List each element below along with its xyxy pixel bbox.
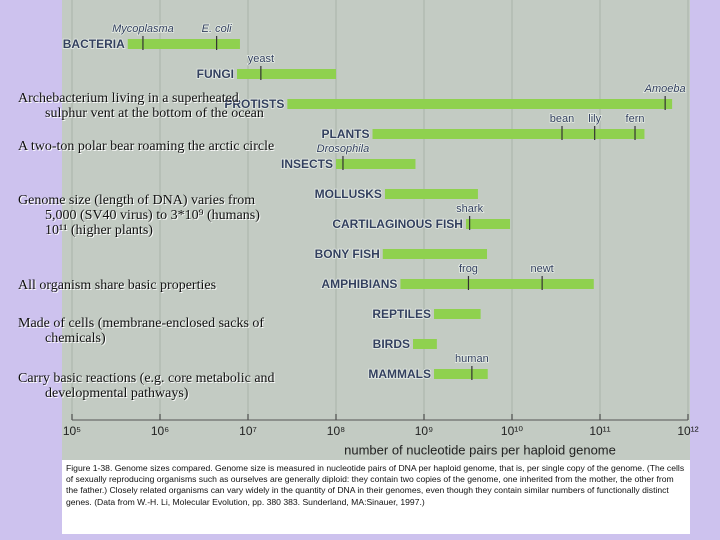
marker-label: fern <box>626 113 645 125</box>
x-tick-label: 10⁵ <box>63 424 81 438</box>
range-bar <box>413 339 437 349</box>
marker-label: bean <box>550 113 574 125</box>
marker-label: shark <box>456 203 483 215</box>
bullet: Archebacterium living in a superheated s… <box>18 91 264 121</box>
x-tick-label: 10¹² <box>677 424 698 438</box>
x-tick-label: 10⁸ <box>327 424 345 438</box>
marker-label: Amoeba <box>644 83 686 95</box>
range-bar <box>127 39 240 49</box>
x-tick-label: 10⁶ <box>151 424 169 438</box>
caption-panel <box>62 460 690 534</box>
marker-label: Drosophila <box>317 143 370 155</box>
range-bar <box>434 309 481 319</box>
marker-label: E. coli <box>202 23 233 35</box>
category-label: FUNGI <box>197 67 234 81</box>
marker-label: newt <box>531 263 554 275</box>
x-tick-label: 10¹¹ <box>589 424 610 438</box>
bullet: Made of cells (membrane-enclosed sacks o… <box>18 316 265 346</box>
marker-label: lily <box>588 113 601 125</box>
range-bar <box>287 99 673 109</box>
range-bar <box>382 249 488 259</box>
category-label: PLANTS <box>322 127 370 141</box>
category-label: CARTILAGINOUS FISH <box>332 217 463 231</box>
category-label: INSECTS <box>281 157 333 171</box>
category-label: MOLLUSKS <box>315 187 382 201</box>
range-bar <box>465 219 511 229</box>
category-label: AMPHIBIANS <box>321 277 397 291</box>
x-axis-label: number of nucleotide pairs per haploid g… <box>344 442 616 457</box>
marker-label: human <box>455 353 489 365</box>
caption: Figure 1-38. Genome sizes compared. Geno… <box>66 463 685 507</box>
category-label: BACTERIA <box>63 37 125 51</box>
range-bar <box>434 369 488 379</box>
marker-label: Mycoplasma <box>112 23 174 35</box>
bullet: Carry basic reactions (e.g. core metabol… <box>18 371 275 401</box>
marker-label: frog <box>459 263 478 275</box>
bullet: Genome size (length of DNA) varies from … <box>18 193 260 238</box>
x-tick-label: 10⁷ <box>239 424 257 438</box>
bullet: A two-ton polar bear roaming the arctic … <box>18 139 275 154</box>
marker-label: yeast <box>248 53 274 65</box>
category-label: BONY FISH <box>315 247 380 261</box>
x-tick-label: 10¹⁰ <box>501 424 523 438</box>
range-bar <box>237 69 336 79</box>
category-label: REPTILES <box>372 307 431 321</box>
category-label: MAMMALS <box>368 367 431 381</box>
x-tick-label: 10⁹ <box>415 424 434 438</box>
range-bar <box>384 189 478 199</box>
figure-panel <box>62 0 690 460</box>
range-bar <box>372 129 645 139</box>
range-bar <box>400 279 594 289</box>
bullet: All organism share basic properties <box>18 278 217 293</box>
range-bar <box>336 159 416 169</box>
category-label: BIRDS <box>373 337 410 351</box>
category-label: PROTISTS <box>224 97 284 111</box>
